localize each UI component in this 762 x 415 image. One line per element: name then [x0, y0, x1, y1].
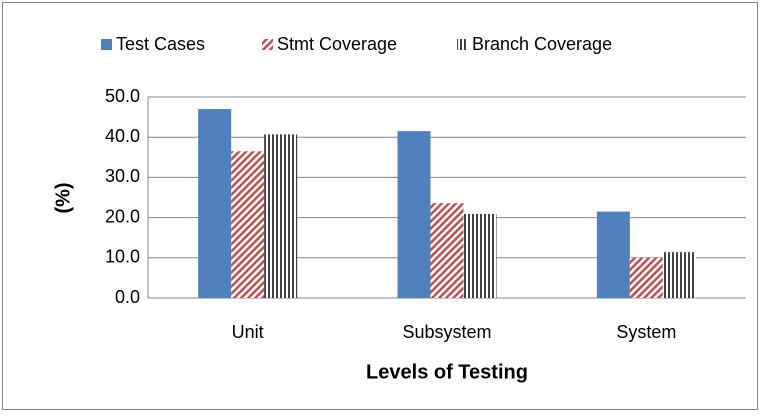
bar	[198, 109, 232, 298]
legend-label: Test Cases	[116, 34, 205, 54]
chart-border	[2, 2, 758, 410]
bar	[264, 134, 298, 298]
legend-swatch	[457, 39, 468, 50]
bar	[430, 203, 464, 298]
y-tick-label: 20.0	[105, 206, 140, 226]
x-axis-label: Levels of Testing	[366, 361, 528, 383]
y-tick-label: 40.0	[105, 126, 140, 146]
x-tick-label: System	[616, 322, 676, 342]
y-tick-label: 30.0	[105, 166, 140, 186]
bar	[596, 211, 630, 298]
y-tick-label: 50.0	[105, 86, 140, 106]
bar	[397, 131, 431, 298]
x-tick-label: Unit	[232, 322, 264, 342]
y-tick-label: 0.0	[115, 287, 140, 307]
bar	[231, 151, 265, 298]
legend-swatch	[262, 39, 273, 50]
bar	[662, 252, 696, 298]
y-tick-label: 10.0	[105, 247, 140, 267]
legend-label: Stmt Coverage	[277, 34, 397, 54]
bar	[463, 213, 497, 298]
y-axis-label: (%)	[52, 182, 74, 213]
legend-label: Branch Coverage	[472, 34, 612, 54]
bar	[629, 257, 663, 298]
legend-swatch	[101, 39, 112, 50]
x-tick-label: Subsystem	[402, 322, 491, 342]
